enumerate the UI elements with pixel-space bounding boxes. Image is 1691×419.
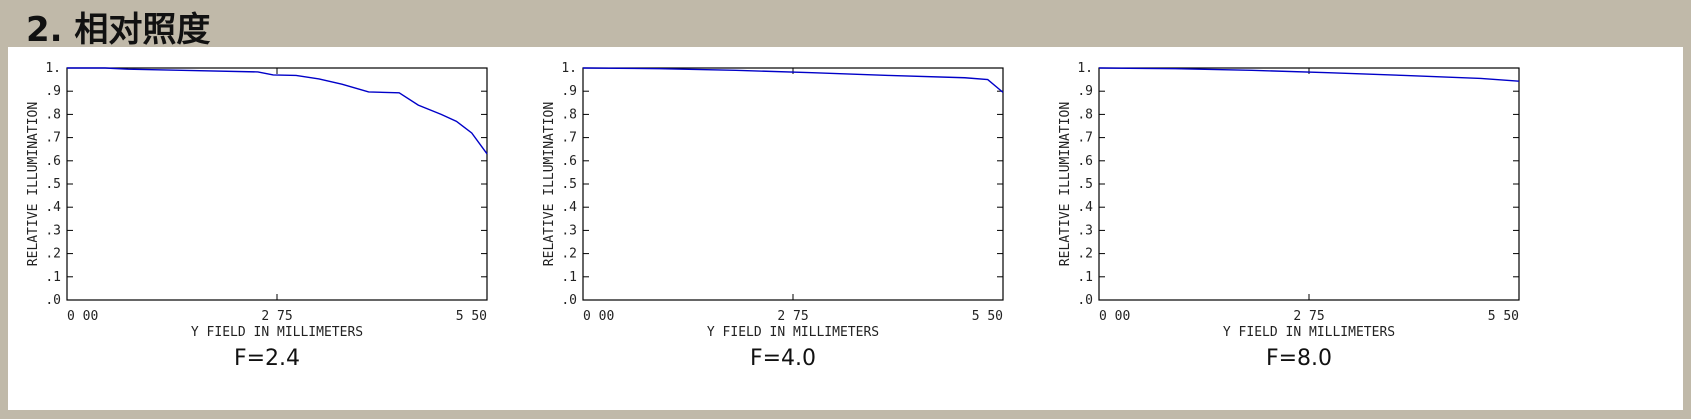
y-tick-label: .7 bbox=[561, 131, 577, 146]
x-tick-label: 2 75 bbox=[777, 309, 808, 324]
x-tick-label: 5 50 bbox=[1488, 309, 1519, 324]
x-tick-label: 5 50 bbox=[456, 309, 487, 324]
chart-panel bbox=[8, 47, 1683, 410]
y-tick-label: .0 bbox=[561, 293, 577, 308]
y-tick-label: .5 bbox=[561, 177, 577, 192]
y-tick-label: .0 bbox=[45, 293, 61, 308]
y-tick-label: .3 bbox=[1077, 223, 1093, 238]
y-tick-label: .5 bbox=[45, 177, 61, 192]
y-tick-label: .9 bbox=[1077, 84, 1093, 99]
y-tick-label: .9 bbox=[45, 84, 61, 99]
chart-caption: F=4.0 bbox=[750, 346, 816, 371]
y-tick-label: .6 bbox=[561, 154, 577, 169]
y-tick-label: .4 bbox=[1077, 200, 1093, 215]
chart-caption: F=8.0 bbox=[1266, 346, 1332, 371]
plot-frame bbox=[582, 67, 1004, 301]
x-tick-label: 0 00 bbox=[1099, 309, 1130, 324]
y-tick-label: .2 bbox=[1077, 247, 1093, 262]
y-tick-label: .8 bbox=[45, 107, 61, 122]
x-axis-label: Y FIELD IN MILLIMETERS bbox=[707, 325, 879, 340]
y-tick-label: .6 bbox=[45, 154, 61, 169]
x-tick-label: 2 75 bbox=[261, 309, 292, 324]
y-tick-label: .8 bbox=[561, 107, 577, 122]
y-tick-label: .9 bbox=[561, 84, 577, 99]
y-tick-label: .3 bbox=[45, 223, 61, 238]
chart-caption: F=2.4 bbox=[234, 346, 300, 371]
y-tick-label: .1 bbox=[45, 270, 61, 285]
y-axis-label: RELATIVE ILLUMINATION bbox=[542, 102, 557, 266]
plot-frame bbox=[66, 67, 488, 301]
y-tick-label: .1 bbox=[561, 270, 577, 285]
x-axis-label: Y FIELD IN MILLIMETERS bbox=[191, 325, 363, 340]
x-tick-label: 0 00 bbox=[67, 309, 98, 324]
y-tick-label: 1. bbox=[561, 61, 577, 76]
plot-frame bbox=[1098, 67, 1520, 301]
y-tick-label: .4 bbox=[45, 200, 61, 215]
y-tick-label: .3 bbox=[561, 223, 577, 238]
line-series bbox=[1098, 67, 1520, 82]
x-axis-label: Y FIELD IN MILLIMETERS bbox=[1223, 325, 1395, 340]
y-tick-label: .1 bbox=[1077, 270, 1093, 285]
y-tick-label: .4 bbox=[561, 200, 577, 215]
page-title: 2. 相对照度 bbox=[26, 10, 211, 50]
y-tick-label: .7 bbox=[1077, 131, 1093, 146]
line-series bbox=[67, 67, 488, 155]
y-tick-label: .0 bbox=[1077, 293, 1093, 308]
x-tick-label: 5 50 bbox=[972, 309, 1003, 324]
y-tick-label: .2 bbox=[45, 247, 61, 262]
y-tick-label: 1. bbox=[45, 61, 61, 76]
y-tick-label: .5 bbox=[1077, 177, 1093, 192]
y-axis-label: RELATIVE ILLUMINATION bbox=[1058, 102, 1073, 266]
y-tick-label: .8 bbox=[1077, 107, 1093, 122]
y-tick-label: .6 bbox=[1077, 154, 1093, 169]
x-tick-label: 2 75 bbox=[1293, 309, 1324, 324]
x-tick-label: 0 00 bbox=[583, 309, 614, 324]
y-tick-label: .7 bbox=[45, 131, 61, 146]
y-tick-label: .2 bbox=[561, 247, 577, 262]
y-tick-label: 1. bbox=[1077, 61, 1093, 76]
y-axis-label: RELATIVE ILLUMINATION bbox=[26, 102, 41, 266]
line-series bbox=[582, 67, 1004, 93]
